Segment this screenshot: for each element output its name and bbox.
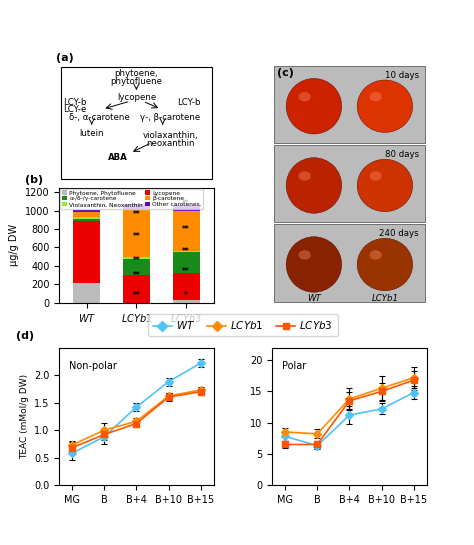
Bar <box>73 219 100 221</box>
Text: (b): (b) <box>25 175 44 185</box>
Text: LCY-e: LCY-e <box>63 105 86 114</box>
Bar <box>123 275 150 302</box>
Bar <box>173 251 200 252</box>
Text: **: ** <box>182 247 190 256</box>
Text: lutein: lutein <box>80 129 104 138</box>
Bar <box>73 283 100 302</box>
Text: **: ** <box>133 271 140 280</box>
Bar <box>173 205 200 211</box>
Text: **: ** <box>182 267 190 276</box>
Text: 80 days: 80 days <box>385 150 419 159</box>
Text: neoxanthin: neoxanthin <box>146 139 195 148</box>
Ellipse shape <box>370 250 382 260</box>
Ellipse shape <box>370 92 382 101</box>
Text: **: ** <box>182 226 190 234</box>
Bar <box>123 209 150 257</box>
Y-axis label: µg/g DW: µg/g DW <box>9 224 19 266</box>
Text: **: ** <box>133 232 140 241</box>
Text: (a): (a) <box>56 53 74 63</box>
Bar <box>73 210 100 212</box>
FancyBboxPatch shape <box>61 66 212 179</box>
Text: **: ** <box>133 292 140 300</box>
Bar <box>73 212 100 216</box>
Text: (d): (d) <box>16 331 34 341</box>
Text: δ-, α-carotene: δ-, α-carotene <box>69 113 130 122</box>
Ellipse shape <box>286 237 342 292</box>
Text: (c): (c) <box>277 68 294 78</box>
Bar <box>123 204 150 209</box>
Text: Non-polar: Non-polar <box>69 361 117 371</box>
Text: *: * <box>184 292 188 300</box>
Ellipse shape <box>299 171 311 181</box>
Ellipse shape <box>286 78 342 134</box>
Legend: $\it{WT}$, $\it{LCYb1}$, $\it{LCYb3}$: $\it{WT}$, $\it{LCYb1}$, $\it{LCYb3}$ <box>147 314 338 336</box>
Bar <box>173 211 200 251</box>
Text: **: ** <box>182 199 190 208</box>
Bar <box>173 273 200 300</box>
FancyBboxPatch shape <box>274 225 425 301</box>
Legend: Phytoene, Phytofluene, α-/δ-/γ-carotene, Violaxanthin, Neoxanthin, Lycopene, β-c: Phytoene, Phytofluene, α-/δ-/γ-carotene,… <box>60 189 203 209</box>
Bar <box>123 259 150 275</box>
Text: **: ** <box>133 210 140 219</box>
Text: phytoene,: phytoene, <box>115 69 158 78</box>
Y-axis label: TEAC (mMol/g DW): TEAC (mMol/g DW) <box>19 374 28 459</box>
Bar <box>73 221 100 283</box>
Bar <box>173 300 200 302</box>
Text: Polar: Polar <box>282 361 306 371</box>
Text: ABA: ABA <box>108 153 128 162</box>
Text: LCYb1: LCYb1 <box>372 294 399 302</box>
Text: violaxanthin,: violaxanthin, <box>143 131 198 140</box>
Text: 240 days: 240 days <box>379 229 419 238</box>
Ellipse shape <box>357 238 413 290</box>
Ellipse shape <box>286 158 342 213</box>
Ellipse shape <box>299 250 311 260</box>
Text: 10 days: 10 days <box>385 71 419 80</box>
FancyBboxPatch shape <box>274 146 425 222</box>
Text: lycopene: lycopene <box>117 93 156 102</box>
Bar <box>123 257 150 259</box>
Text: WT: WT <box>307 294 321 302</box>
Text: **: ** <box>133 256 140 265</box>
FancyBboxPatch shape <box>274 66 425 143</box>
Ellipse shape <box>299 92 311 101</box>
Text: LCY-b: LCY-b <box>63 98 86 107</box>
Ellipse shape <box>357 80 413 132</box>
Bar <box>173 252 200 273</box>
Ellipse shape <box>357 159 413 211</box>
Bar <box>73 216 100 219</box>
Text: phytofluene: phytofluene <box>110 77 163 86</box>
Text: γ-, β-carotene: γ-, β-carotene <box>140 113 201 122</box>
Text: LCY-b: LCY-b <box>177 98 201 107</box>
Ellipse shape <box>370 171 382 181</box>
